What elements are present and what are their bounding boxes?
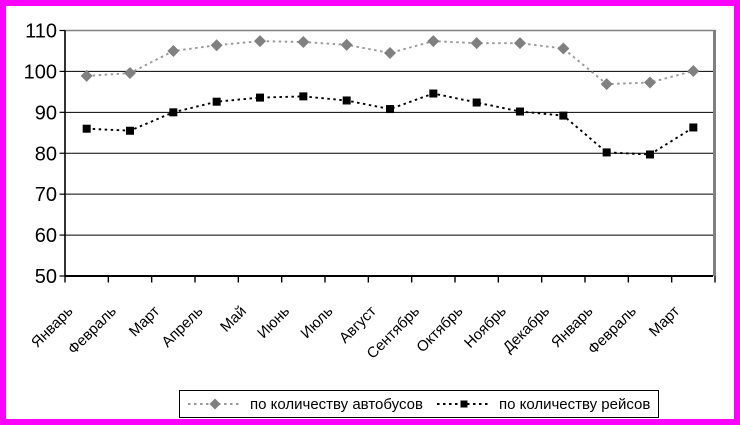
- legend-label-trips: по количеству рейсов: [498, 395, 651, 413]
- series-marker: [427, 35, 440, 48]
- legend-label-buses: по количеству автобусов: [250, 395, 423, 413]
- y-tick-label: 50: [35, 266, 57, 288]
- legend-item-buses: по количеству автобусов: [188, 396, 423, 413]
- y-tick-label: 60: [35, 225, 57, 247]
- series-marker: [169, 108, 178, 117]
- series-marker: [429, 89, 438, 98]
- series-line: [86, 92, 694, 156]
- x-tick-label: Июль: [297, 303, 336, 342]
- series-marker: [386, 105, 394, 114]
- series-marker: [212, 97, 221, 106]
- series-marker: [559, 111, 568, 120]
- series-marker: [472, 98, 481, 107]
- series-marker: [460, 400, 468, 408]
- series-marker: [470, 37, 483, 50]
- series-marker: [602, 148, 611, 157]
- series-marker: [254, 35, 266, 48]
- series-marker: [516, 107, 524, 116]
- series-marker: [689, 123, 698, 132]
- y-tick-label: 100: [24, 61, 57, 83]
- y-tick-label: 70: [35, 184, 57, 206]
- series-line: [86, 40, 694, 86]
- y-tick-label: 80: [35, 143, 57, 165]
- x-tick-label: Февраль: [585, 303, 640, 358]
- x-tick-label: Декабрь: [500, 303, 554, 357]
- series-0: [80, 35, 700, 91]
- series-marker: [342, 96, 351, 105]
- y-tick-label: 110: [25, 21, 57, 43]
- x-tick-label: Октябрь: [413, 303, 466, 356]
- x-tick-label: Март: [126, 303, 163, 340]
- series-marker: [126, 126, 134, 135]
- series-marker: [82, 124, 91, 133]
- series-marker: [644, 76, 656, 89]
- series-marker: [514, 37, 526, 50]
- plot-right-border: [713, 30, 716, 276]
- series-1: [82, 89, 698, 159]
- series-marker: [646, 150, 654, 159]
- x-tick-label: Апрель: [158, 303, 206, 351]
- series-marker: [340, 38, 353, 51]
- series-marker: [80, 69, 93, 82]
- legend-marker-buses-icon: [188, 398, 242, 410]
- series-marker: [297, 35, 310, 48]
- series-marker: [210, 39, 223, 52]
- y-tick-label: 90: [35, 102, 57, 124]
- series-marker: [167, 44, 180, 57]
- legend-item-trips: по количеству рейсов: [436, 395, 651, 413]
- series-marker: [600, 78, 613, 91]
- series-marker: [384, 47, 396, 60]
- series-marker: [687, 65, 700, 78]
- series-marker: [256, 93, 264, 102]
- x-tick-label: Март: [646, 303, 683, 340]
- chart-legend: по количеству автобусов по количеству ре…: [179, 390, 660, 418]
- x-tick-label: Июнь: [254, 303, 293, 342]
- series-marker: [299, 92, 308, 101]
- series-marker: [124, 67, 136, 80]
- x-tick-label: Май: [217, 303, 250, 336]
- series-marker: [557, 42, 570, 55]
- x-tick-label: Февраль: [65, 303, 120, 358]
- chart-area: 110 100 90 80 70 60 50 Январь Февраль Март Апрель М…: [6, 6, 734, 419]
- legend-marker-trips-icon: [436, 400, 491, 408]
- series-marker: [209, 398, 221, 410]
